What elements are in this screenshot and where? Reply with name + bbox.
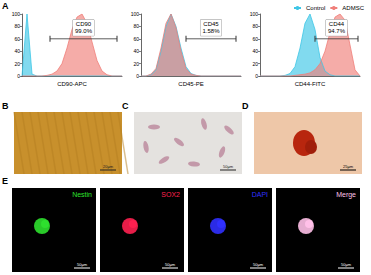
svg-text:40: 40 <box>133 48 139 54</box>
svg-text:50μm: 50μm <box>223 164 234 169</box>
svg-text:50μm: 50μm <box>253 262 264 267</box>
svg-text:ADMSC: ADMSC <box>342 5 364 11</box>
svg-text:A: A <box>2 1 9 11</box>
svg-text:100: 100 <box>131 11 140 17</box>
svg-text:100: 100 <box>250 11 259 17</box>
svg-text:60: 60 <box>14 36 20 42</box>
svg-text:50μm: 50μm <box>165 262 176 267</box>
svg-text:CD90: CD90 <box>76 21 92 27</box>
svg-text:Nestin: Nestin <box>72 191 92 198</box>
svg-text:CD44: CD44 <box>329 21 345 27</box>
svg-text:80: 80 <box>133 23 139 29</box>
svg-text:1.58%: 1.58% <box>202 28 220 34</box>
svg-text:20: 20 <box>133 61 139 67</box>
svg-text:B: B <box>2 101 9 111</box>
svg-text:94.7%: 94.7% <box>328 28 346 34</box>
svg-text:0: 0 <box>17 73 20 79</box>
svg-text:60: 60 <box>252 36 258 42</box>
svg-text:25μm: 25μm <box>343 164 354 169</box>
svg-text:40: 40 <box>14 48 20 54</box>
svg-text:CD45-PE: CD45-PE <box>178 81 203 87</box>
svg-text:CD90-APC: CD90-APC <box>57 81 87 87</box>
svg-text:80: 80 <box>14 23 20 29</box>
svg-text:DAPI: DAPI <box>252 191 268 198</box>
svg-text:Merge: Merge <box>336 191 356 199</box>
svg-text:C: C <box>122 101 129 111</box>
svg-text:60: 60 <box>133 36 139 42</box>
svg-text:50μm: 50μm <box>77 262 88 267</box>
svg-text:20: 20 <box>252 61 258 67</box>
svg-text:CD45: CD45 <box>203 21 219 27</box>
svg-text:CD44-FITC: CD44-FITC <box>295 81 326 87</box>
svg-text:99.0%: 99.0% <box>75 28 93 34</box>
svg-text:SOX2: SOX2 <box>161 191 180 198</box>
svg-text:40: 40 <box>252 48 258 54</box>
svg-text:20: 20 <box>14 61 20 67</box>
svg-text:Control: Control <box>306 5 325 11</box>
svg-text:D: D <box>242 101 249 111</box>
svg-text:100: 100 <box>12 11 21 17</box>
svg-text:0: 0 <box>255 73 258 79</box>
svg-text:E: E <box>2 176 8 186</box>
svg-text:80: 80 <box>252 23 258 29</box>
svg-text:20μm: 20μm <box>103 164 114 169</box>
svg-text:50μm: 50μm <box>341 262 352 267</box>
svg-text:0: 0 <box>136 73 139 79</box>
